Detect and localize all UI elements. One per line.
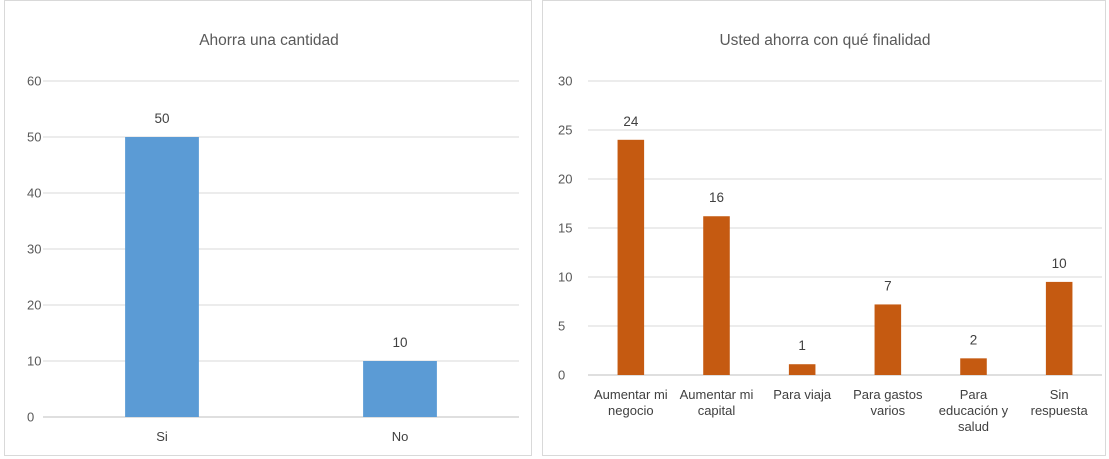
y-tick-label: 60 (27, 74, 41, 89)
y-tick-label: 25 (558, 123, 572, 138)
bar (1046, 282, 1073, 375)
y-tick-label: 30 (558, 74, 572, 89)
chart-ahorra-una-cantidad: Ahorra una cantidad 0 10 20 30 40 50 60 50 Si 10 N… (5, 1, 533, 457)
x-category-label: Sin (1050, 387, 1069, 402)
y-tick-label: 50 (27, 130, 41, 145)
data-label: 10 (1052, 256, 1067, 271)
bar (789, 364, 816, 375)
data-label: 10 (392, 335, 407, 350)
x-category-label: negocio (608, 403, 654, 418)
x-category-label: Aumentar mi (594, 387, 668, 402)
bar (363, 361, 437, 417)
x-category-label: educación y (939, 403, 1009, 418)
x-category-label: No (392, 429, 409, 444)
y-tick-label: 5 (558, 319, 565, 334)
chart-title: Ahorra una cantidad (199, 32, 339, 49)
data-label: 2 (970, 332, 978, 347)
y-tick-label: 15 (558, 221, 572, 236)
chart-usted-ahorra-finalidad: Usted ahorra con qué finalidad 0 5 10 15 20 2… (543, 1, 1107, 457)
x-category-label: Si (156, 429, 168, 444)
bar (618, 140, 645, 375)
y-tick-label: 10 (558, 270, 572, 285)
bar (875, 304, 902, 375)
x-category-label: varios (870, 403, 905, 418)
bar (960, 358, 987, 375)
y-tick-label: 20 (27, 298, 41, 313)
data-label: 7 (884, 278, 892, 293)
x-category-label: Para viaja (773, 387, 832, 402)
x-category-label: capital (698, 403, 736, 418)
chart-title: Usted ahorra con qué finalidad (719, 32, 930, 49)
x-category-label: salud (958, 419, 989, 434)
y-tick-label: 30 (27, 242, 41, 257)
y-tick-label: 40 (27, 186, 41, 201)
data-label: 16 (709, 190, 724, 205)
x-category-label: respuesta (1031, 403, 1089, 418)
y-tick-label: 0 (27, 410, 34, 425)
x-category-label: Para (960, 387, 988, 402)
chart-panel-ahorra: Ahorra una cantidad 0 10 20 30 40 50 60 50 Si 10 N… (4, 0, 532, 456)
bar (125, 137, 199, 417)
data-label: 1 (798, 338, 806, 353)
data-label: 24 (623, 114, 639, 129)
y-tick-label: 0 (558, 368, 565, 383)
y-tick-label: 10 (27, 354, 41, 369)
x-category-label: Aumentar mi (680, 387, 754, 402)
bar (703, 216, 730, 375)
data-label: 50 (154, 111, 169, 126)
chart-panel-finalidad: Usted ahorra con qué finalidad 0 5 10 15 20 2… (542, 0, 1106, 456)
y-tick-label: 20 (558, 172, 572, 187)
x-category-label: Para gastos (853, 387, 923, 402)
